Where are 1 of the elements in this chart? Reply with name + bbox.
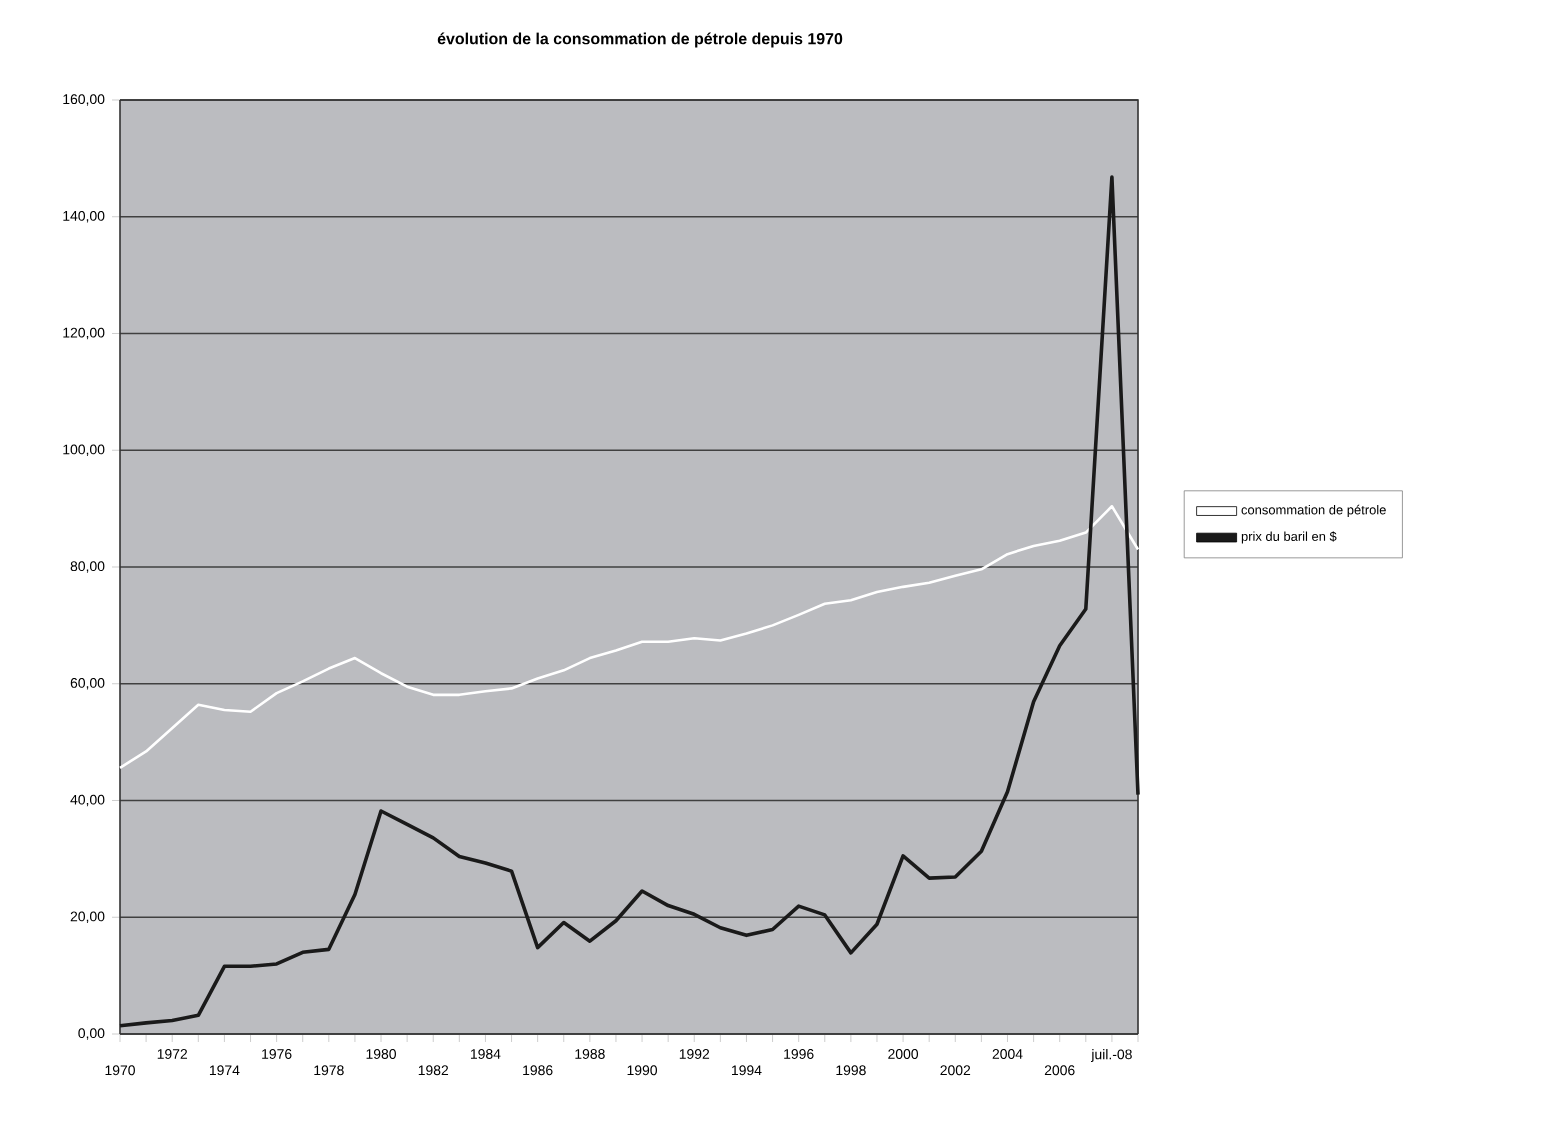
line-series: [118, 175, 1140, 1028]
